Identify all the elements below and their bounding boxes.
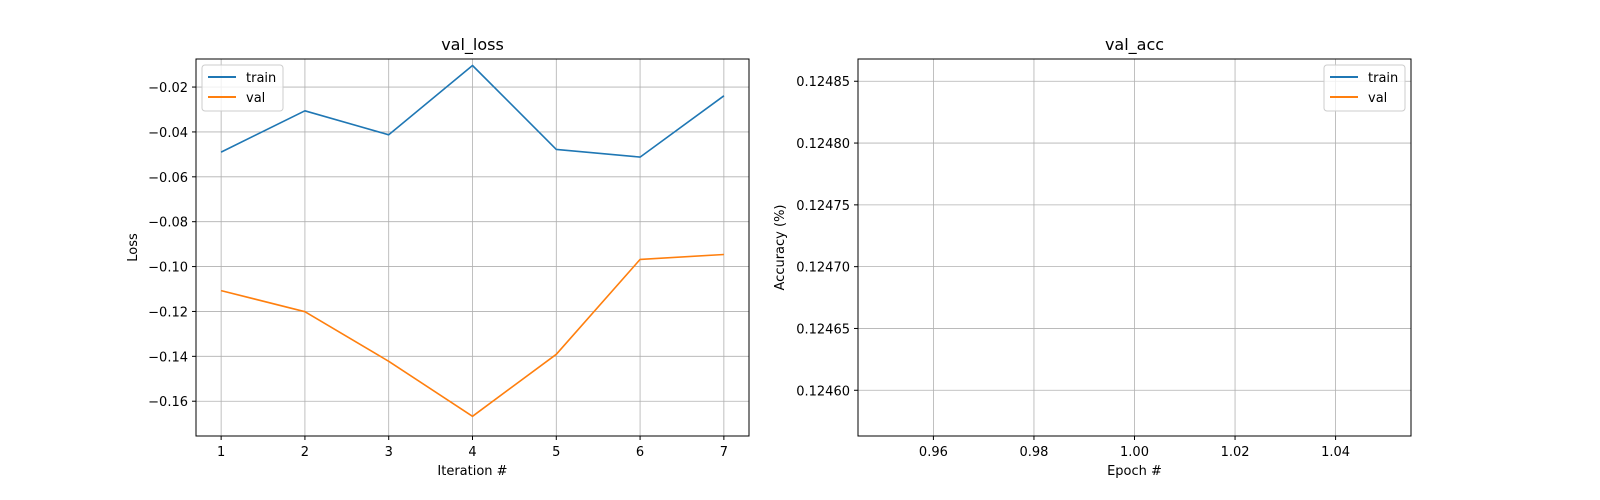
legend-val-acc: train val [1323, 64, 1406, 112]
legend-label-val: val [246, 91, 265, 106]
series-line-val [220, 253, 724, 418]
y-tick-label: −0.16 [148, 395, 188, 410]
legend-val-loss: train val [201, 64, 284, 112]
y-tick-label: −0.14 [148, 350, 188, 365]
series-lines-val-loss [220, 64, 725, 418]
grid-val-acc [858, 59, 1411, 436]
x-tick-label: 0.96 [919, 445, 948, 460]
x-ticks-val-loss: 1 2 3 4 5 6 7 [217, 436, 728, 460]
x-tick-label: 1.02 [1221, 445, 1250, 460]
x-axis-label-val-acc: Epoch # [1107, 464, 1162, 479]
x-tick-label: 2 [301, 445, 309, 460]
x-tick-label: 5 [552, 445, 560, 460]
y-tick-label: 0.12460 [796, 384, 850, 399]
y-axis-label-val-loss: Loss [126, 233, 141, 262]
legend-label-train: train [246, 71, 276, 86]
x-tick-label: 1.00 [1120, 445, 1149, 460]
x-tick-label: 1 [217, 445, 225, 460]
y-tick-label: 0.12475 [796, 199, 850, 214]
chart-title-val-acc: val_acc [1105, 35, 1164, 55]
x-tick-label: 6 [636, 445, 644, 460]
x-tick-label: 7 [720, 445, 728, 460]
chart-title-val-loss: val_loss [441, 35, 504, 55]
x-tick-label: 3 [385, 445, 393, 460]
y-tick-label: −0.10 [148, 261, 188, 276]
series-line-train [220, 64, 725, 158]
y-tick-label: 0.12480 [796, 137, 850, 152]
y-tick-label: −0.12 [148, 305, 188, 320]
y-tick-label: −0.08 [148, 216, 188, 231]
x-axis-label-val-loss: Iteration # [437, 464, 507, 479]
chart-val-acc: 0.96 0.98 1.00 1.02 1.04 0.124850.124800.124… [773, 35, 1412, 479]
y-tick-label: −0.02 [148, 81, 188, 96]
y-axis-label-val-acc: Accuracy (%) [773, 205, 788, 291]
legend-label-train: train [1368, 71, 1398, 86]
x-tick-label: 4 [468, 445, 476, 460]
legend-label-val: val [1368, 91, 1387, 106]
y-tick-label: −0.04 [148, 126, 188, 141]
x-tick-label: 1.04 [1321, 445, 1350, 460]
y-tick-label: 0.12470 [796, 261, 850, 276]
y-ticks-val-acc: 0.12485 0.12480 0.12475 0.12470 0.12465 0.124… [796, 75, 858, 399]
y-tick-label: 0.12485 [796, 75, 850, 90]
y-tick-label: −0.06 [148, 171, 188, 186]
y-tick-label: 0.12465 [796, 322, 850, 337]
grid-val-loss [196, 59, 749, 436]
x-tick-label: 0.98 [1019, 445, 1048, 460]
x-ticks-val-acc: 0.96 0.98 1.00 1.02 1.04 [919, 436, 1350, 460]
y-ticks-val-loss: −0.02 −0.04 −0.06 −0.08 −0.10 −0.12 −0.14 −0.16 [148, 81, 196, 410]
